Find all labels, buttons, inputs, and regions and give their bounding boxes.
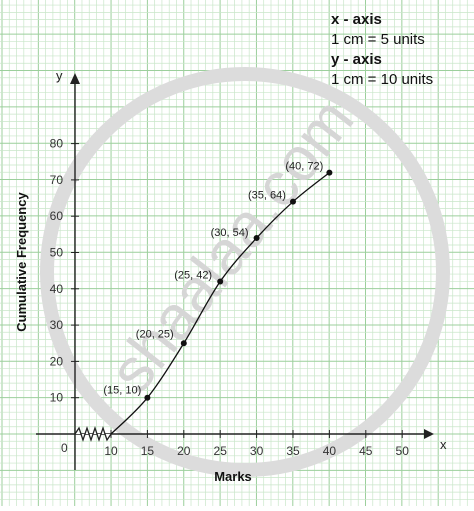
y-tick-label: 50 xyxy=(50,246,64,260)
series xyxy=(110,169,333,435)
y-tick-label: 40 xyxy=(50,282,64,296)
data-point xyxy=(180,340,187,347)
x-scale-title: x - axis xyxy=(331,11,382,28)
y-scale-value: 1 cm = 10 units xyxy=(331,71,433,88)
y-axis-arrow xyxy=(70,73,80,84)
x-axis-break xyxy=(74,425,112,443)
x-axis-letter: x xyxy=(440,437,447,452)
y-axis-letter: y xyxy=(56,68,63,83)
x-tick-label: 50 xyxy=(396,444,410,458)
data-point xyxy=(217,278,224,285)
x-scale-value: 1 cm = 5 units xyxy=(331,31,425,48)
data-point xyxy=(290,198,296,205)
data-point-label: (30, 54) xyxy=(211,227,249,239)
x-tick-label: 45 xyxy=(359,444,373,458)
watermark-circle xyxy=(40,67,450,477)
x-tick-label: 35 xyxy=(286,444,300,458)
origin-label: 0 xyxy=(61,441,68,455)
x-axis-arrow xyxy=(424,429,434,439)
x-tick-label: 10 xyxy=(104,444,118,458)
data-point xyxy=(253,234,260,241)
x-axis-label: Marks xyxy=(214,469,252,484)
x-tick-label: 20 xyxy=(177,444,191,458)
y-tick-label: 60 xyxy=(50,209,64,223)
y-tick-label: 20 xyxy=(50,354,64,368)
data-point xyxy=(326,169,333,176)
y-tick-label: 70 xyxy=(50,173,64,187)
axes xyxy=(36,73,434,470)
x-tick-label: 40 xyxy=(323,444,337,458)
x-tick-label: 25 xyxy=(214,444,228,458)
data-point-label: (40, 72) xyxy=(285,161,323,173)
x-tick-label: 30 xyxy=(250,444,264,458)
x-tick-label: 15 xyxy=(141,444,155,458)
data-point-label: (20, 25) xyxy=(136,328,174,340)
data-point-label: (35, 64) xyxy=(248,190,286,202)
data-point xyxy=(144,394,151,401)
data-point-label: (15, 10) xyxy=(103,385,141,397)
y-tick-label: 80 xyxy=(50,137,64,151)
y-scale-title: y - axis xyxy=(331,51,382,68)
watermark: shaalaa.com xyxy=(40,67,450,477)
watermark-text: shaalaa.com xyxy=(96,86,367,406)
y-axis-label: Cumulative Frequency xyxy=(14,192,29,332)
data-point-label: (25, 42) xyxy=(174,270,212,282)
labels: 10 15 20 25 30 35 40 45 50 10 20 30 40 50 60 70 80 (15, 1… xyxy=(50,137,410,458)
y-tick-label: 10 xyxy=(50,391,64,405)
y-tick-label: 30 xyxy=(50,318,64,332)
